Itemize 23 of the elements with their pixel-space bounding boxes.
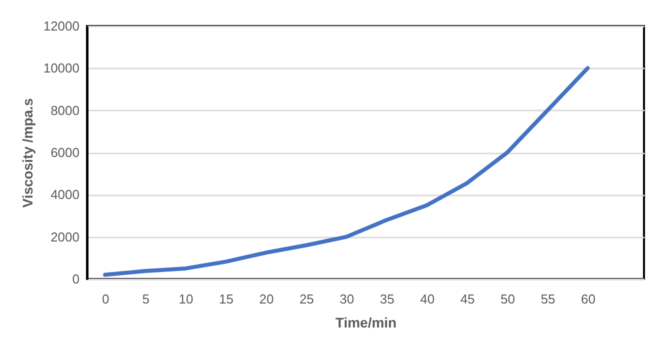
x-tick-label: 40: [420, 292, 435, 306]
y-tick-label: 6000: [50, 145, 80, 160]
x-tick-label: 55: [540, 292, 556, 306]
x-tick-label: 45: [460, 292, 475, 306]
x-tick-label: 35: [380, 292, 394, 306]
x-tick-label: 10: [178, 292, 194, 306]
y-tick-label: 0: [72, 272, 80, 286]
y-tick-label: 8000: [50, 102, 80, 118]
x-tick-label: 25: [299, 292, 314, 306]
y-tick-label: 10000: [43, 60, 80, 76]
x-tick-label: 30: [340, 292, 354, 306]
x-tick-label: 0: [102, 292, 110, 306]
x-tick-label: 15: [219, 292, 234, 306]
x-tick-label: 5: [142, 292, 150, 306]
x-tick-label: 50: [500, 292, 515, 306]
x-tick-label: 60: [580, 292, 596, 306]
y-tick-label: 4000: [50, 187, 80, 202]
y-tick-label: 12000: [43, 18, 80, 34]
line-series: [103, 66, 590, 277]
y-axis-title: Viscosity /mpa.s: [19, 98, 36, 208]
x-tick-label: 20: [259, 292, 274, 306]
x-axis-title: Time/min: [335, 314, 397, 330]
y-tick-label: 2000: [50, 229, 80, 244]
